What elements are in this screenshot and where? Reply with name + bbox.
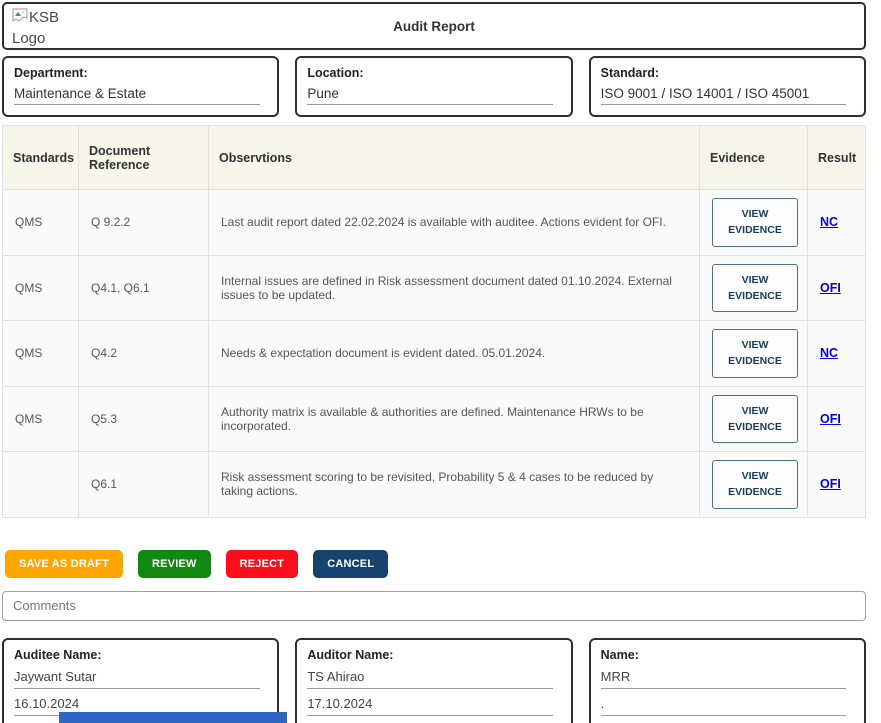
department-input[interactable] (14, 80, 260, 105)
comments-input[interactable] (2, 591, 866, 621)
info-fields-row: Department: Location: Standard: (2, 56, 866, 117)
auditor-name-input[interactable] (307, 662, 553, 689)
cell-evidence: VIEW EVIDENCE (700, 255, 808, 321)
review-button[interactable]: REVIEW (138, 550, 211, 578)
cell-standard: QMS (3, 190, 79, 256)
cell-evidence: VIEW EVIDENCE (700, 190, 808, 256)
table-header-row: Standards Document Reference Observtions… (3, 126, 866, 190)
cell-evidence: VIEW EVIDENCE (700, 386, 808, 452)
result-link[interactable]: OFI (820, 412, 841, 426)
auditor-name-label: Auditor Name: (307, 648, 560, 662)
audit-report-page: KSB Logo Audit Report Department: Locati… (0, 0, 881, 723)
cell-evidence: VIEW EVIDENCE (700, 321, 808, 387)
cell-observation: Internal issues are defined in Risk asse… (209, 255, 700, 321)
cell-observation: Needs & expectation document is evident … (209, 321, 700, 387)
view-evidence-button[interactable]: VIEW EVIDENCE (712, 395, 798, 444)
auditor-date-input[interactable] (307, 689, 553, 716)
auditee-name-label: Auditee Name: (14, 648, 267, 662)
cell-result: OFI (808, 452, 866, 518)
location-input[interactable] (307, 80, 553, 105)
standard-label: Standard: (601, 66, 854, 80)
cell-document-reference: Q4.2 (79, 321, 209, 387)
cell-result: NC (808, 190, 866, 256)
cell-observation: Risk assessment scoring to be revisited,… (209, 452, 700, 518)
broken-image-icon (12, 8, 28, 24)
auditee-name-input[interactable] (14, 662, 260, 689)
table-row: QMS Q4.2 Needs & expectation document is… (3, 321, 866, 387)
table-row: QMS Q5.3 Authority matrix is available &… (3, 386, 866, 452)
result-link[interactable]: OFI (820, 281, 841, 295)
mrr-date-input[interactable] (601, 689, 847, 716)
save-as-draft-button[interactable]: SAVE AS DRAFT (5, 550, 123, 578)
mrr-name-input[interactable] (601, 662, 847, 689)
ksb-logo-broken-image: KSB Logo (12, 7, 82, 51)
cell-result: OFI (808, 386, 866, 452)
auditor-signature-box: Auditor Name: (295, 638, 572, 723)
view-evidence-button[interactable]: VIEW EVIDENCE (712, 264, 798, 313)
department-label: Department: (14, 66, 267, 80)
auditee-signature-box: Auditee Name: (2, 638, 279, 723)
table-row: QMS Q 9.2.2 Last audit report dated 22.0… (3, 190, 866, 256)
result-link[interactable]: OFI (820, 477, 841, 491)
location-label: Location: (307, 66, 560, 80)
cell-result: OFI (808, 255, 866, 321)
cell-standard (3, 452, 79, 518)
page-title: Audit Report (393, 19, 475, 34)
cell-standard: QMS (3, 255, 79, 321)
department-field-box: Department: (2, 56, 279, 117)
cell-standard: QMS (3, 386, 79, 452)
location-field-box: Location: (295, 56, 572, 117)
table-row: QMS Q4.1, Q6.1 Internal issues are defin… (3, 255, 866, 321)
column-header-evidence: Evidence (700, 126, 808, 190)
report-header: KSB Logo Audit Report (2, 2, 866, 50)
view-evidence-button[interactable]: VIEW EVIDENCE (712, 198, 798, 247)
signatures-row: Auditee Name: Auditor Name: Name: (2, 638, 866, 723)
view-evidence-button[interactable]: VIEW EVIDENCE (712, 460, 798, 509)
result-link[interactable]: NC (820, 215, 838, 229)
audit-observations-table: Standards Document Reference Observtions… (2, 125, 866, 518)
column-header-standards: Standards (3, 126, 79, 190)
cell-standard: QMS (3, 321, 79, 387)
column-header-result: Result (808, 126, 866, 190)
standard-input[interactable] (601, 80, 847, 105)
cell-document-reference: Q5.3 (79, 386, 209, 452)
column-header-observations: Observtions (209, 126, 700, 190)
action-buttons-row: SAVE AS DRAFT REVIEW REJECT CANCEL (5, 550, 879, 578)
cancel-button[interactable]: CANCEL (313, 550, 388, 578)
result-link[interactable]: NC (820, 346, 838, 360)
standard-field-box: Standard: (589, 56, 866, 117)
mrr-signature-box: Name: (589, 638, 866, 723)
cell-document-reference: Q4.1, Q6.1 (79, 255, 209, 321)
cell-result: NC (808, 321, 866, 387)
clipped-blue-bar (59, 712, 287, 723)
table-row: Q6.1 Risk assessment scoring to be revis… (3, 452, 866, 518)
mrr-name-label: Name: (601, 648, 854, 662)
cell-document-reference: Q6.1 (79, 452, 209, 518)
view-evidence-button[interactable]: VIEW EVIDENCE (712, 329, 798, 378)
column-header-document-reference: Document Reference (79, 126, 209, 190)
cell-observation: Authority matrix is available & authorit… (209, 386, 700, 452)
cell-evidence: VIEW EVIDENCE (700, 452, 808, 518)
reject-button[interactable]: REJECT (226, 550, 299, 578)
cell-document-reference: Q 9.2.2 (79, 190, 209, 256)
table-body: QMS Q 9.2.2 Last audit report dated 22.0… (3, 190, 866, 518)
cell-observation: Last audit report dated 22.02.2024 is av… (209, 190, 700, 256)
